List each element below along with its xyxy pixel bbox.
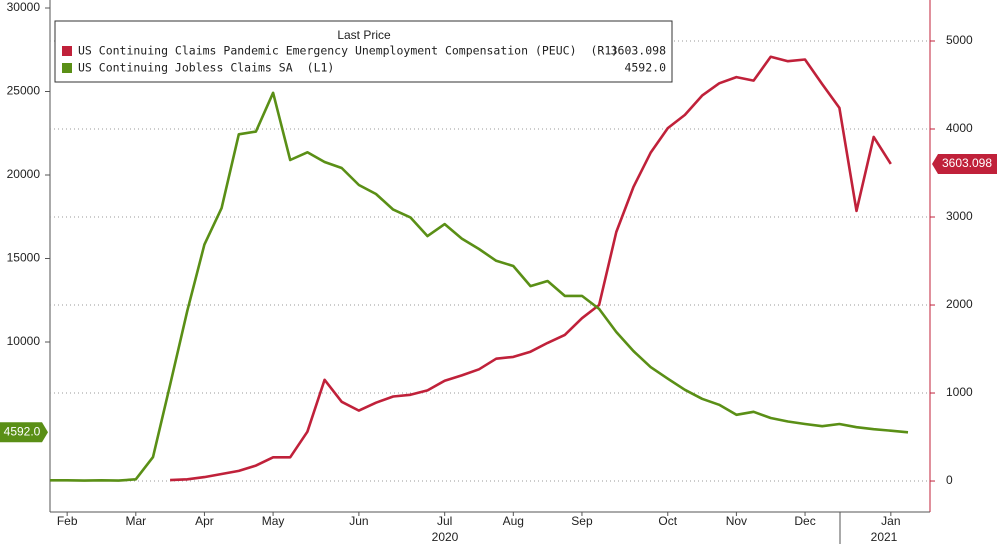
legend-title: Last Price [337,28,391,42]
y2-tick-label: 3000 [946,209,973,223]
x-tick-label: Dec [794,514,815,528]
legend-entry: US Continuing Claims Pandemic Emergency … [78,44,577,58]
year-label: 2021 [871,530,898,544]
x-tick-label: Aug [503,514,524,528]
legend-swatch [62,46,72,56]
last-value-tag [0,422,48,443]
x-tick-label: Sep [571,514,593,528]
x-tick-label: Nov [726,514,747,528]
series-line [170,55,892,482]
y2-tick-label: 5000 [946,33,973,47]
last-value-tag [932,153,997,174]
y-tick-label: 10000 [7,334,41,348]
series-line [50,91,909,482]
legend-axis: (L1) [307,61,335,75]
legend-value: 4592.0 [624,61,666,75]
y-tick-label: 20000 [7,167,41,181]
y2-tick-label: 4000 [946,121,973,135]
x-tick-label: Apr [195,514,214,528]
x-tick-label: Oct [658,514,677,528]
legend-entry: US Continuing Jobless Claims SA [78,61,293,75]
last-value-label: 4592.0 [4,424,41,438]
x-tick-label: May [262,514,285,528]
legend-swatch [62,63,72,73]
legend-axis: (R1) [591,44,619,58]
year-label: 2020 [432,530,459,544]
y-tick-label: 30000 [7,0,41,14]
last-value-label: 3603.098 [942,156,992,170]
y-tick-label: 15000 [7,251,41,265]
legend-value: 3603.098 [611,44,666,58]
y2-tick-label: 2000 [946,297,973,311]
x-tick-label: Jun [349,514,368,528]
x-tick-label: Jul [437,514,452,528]
x-tick-label: Feb [57,514,78,528]
y2-tick-label: 1000 [946,385,973,399]
legend-box [54,20,673,83]
legend: Last Price US Continuing Claims Pandemic… [54,20,673,83]
x-tick-label: Mar [125,514,146,528]
y-tick-label: 25000 [7,84,41,98]
y2-tick-label: 0 [946,473,953,487]
x-tick-label: Jan [881,514,900,528]
